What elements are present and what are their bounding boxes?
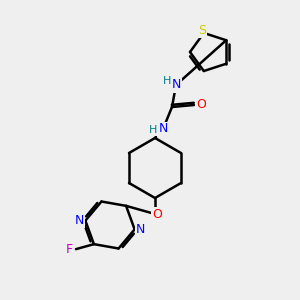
- Text: O: O: [152, 208, 162, 220]
- Text: N: N: [171, 79, 181, 92]
- Text: N: N: [136, 223, 145, 236]
- Text: H: H: [149, 125, 157, 135]
- Text: N: N: [75, 214, 84, 227]
- Text: S: S: [198, 25, 206, 38]
- Text: H: H: [163, 76, 171, 86]
- Text: O: O: [196, 98, 206, 112]
- Text: N: N: [158, 122, 168, 136]
- Text: F: F: [65, 243, 73, 256]
